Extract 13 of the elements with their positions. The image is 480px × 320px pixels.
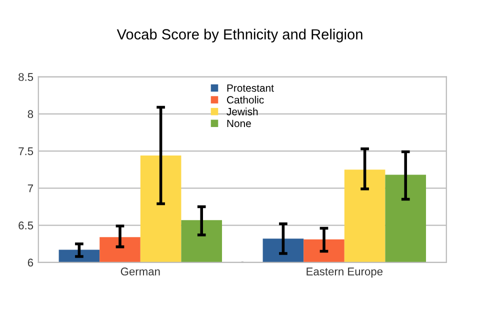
y-tick-label: 6	[28, 258, 34, 267]
legend-label: None	[227, 120, 251, 128]
y-tick-label: 7	[28, 184, 33, 192]
legend-label: Protestant	[227, 84, 274, 92]
y-tick-label: 8.5	[18, 73, 34, 81]
y-tick-label: 6.5	[18, 222, 34, 230]
y-tick-label: 7.5	[18, 147, 34, 156]
chart-title: Vocab Score by Ethnicity and Religion	[116, 28, 362, 42]
legend-label: Jewish	[226, 108, 258, 116]
legend-label: Catholic	[227, 96, 264, 104]
x-tick-label: German	[120, 268, 160, 276]
y-tick-label: 8	[28, 110, 34, 118]
x-tick-label: Eastern Europe	[306, 268, 383, 278]
